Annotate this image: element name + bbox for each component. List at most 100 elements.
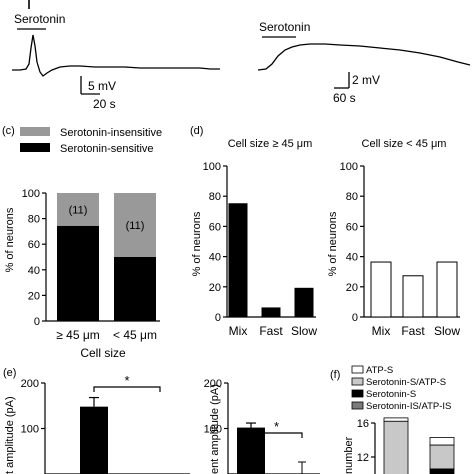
trace-panel-left: Serotonin 5 mV 20 s bbox=[12, 0, 220, 111]
bar-f2-serotonin-s-atp-s bbox=[429, 444, 455, 470]
y-tick-label-c: 100 bbox=[22, 188, 40, 200]
bar-d1-fast bbox=[261, 307, 281, 318]
bar-f2-serotonin-s bbox=[429, 468, 455, 474]
y-tick-label-d2: 20 bbox=[346, 282, 358, 294]
bar-count-label: (11) bbox=[69, 204, 88, 216]
y-tick-label-d2: 40 bbox=[346, 252, 358, 264]
bar-e1 bbox=[80, 406, 108, 474]
legend-swatch-f bbox=[351, 365, 364, 374]
y-tick-label-e2: 200 bbox=[204, 378, 222, 390]
y-tick-label-d1: 60 bbox=[209, 221, 221, 233]
y-tick-label-f: 16 bbox=[357, 418, 369, 430]
legend-label-f: Serotonin-S bbox=[366, 389, 416, 400]
y-tick-label-c: 20 bbox=[28, 290, 40, 302]
panel-d-letter: (d) bbox=[190, 125, 203, 137]
y-axis-title-d2: % of neurons bbox=[327, 211, 339, 276]
y-tick-label-e1: 100 bbox=[21, 424, 39, 436]
plot-f: 12 16 bbox=[357, 417, 455, 474]
scale-right-time: 60 s bbox=[333, 91, 356, 105]
x-tick-label-d1: Mix bbox=[229, 324, 248, 338]
trace-panel-right: Serotonin 2 mV 60 s bbox=[257, 20, 471, 105]
plot-d1: 0 20 40 60 80 100 Mix Fast Slow bbox=[203, 161, 318, 338]
significance-bracket-e1 bbox=[93, 386, 161, 392]
legend-swatch-f bbox=[351, 401, 364, 410]
y-tick-label-c: 60 bbox=[28, 239, 40, 251]
trace-left-waveform bbox=[12, 34, 220, 77]
y-tick-label-e2: 100 bbox=[204, 424, 222, 436]
x-tick-label-d1: Slow bbox=[291, 324, 317, 338]
y-tick-label-d1: 20 bbox=[209, 282, 221, 294]
trace-left-label: Serotonin bbox=[14, 12, 65, 26]
significance-marker-e2: * bbox=[274, 419, 279, 434]
bar-d1-slow bbox=[294, 287, 314, 318]
bar-d2-fast bbox=[402, 275, 424, 318]
x-tick-label-d2: Slow bbox=[434, 324, 460, 338]
y-tick-label-c: 40 bbox=[28, 265, 40, 277]
legend-label-f: Serotonin-IS/ATP-IS bbox=[366, 401, 451, 412]
panel-e: (e) t amplitude (pA) ent amplitude (pA) … bbox=[3, 367, 320, 474]
plot-e2: 100 200 * bbox=[204, 378, 320, 474]
bar-count-label: (32) bbox=[68, 268, 88, 280]
y-axis-title-d1: % of neurons bbox=[191, 211, 203, 276]
bar-f1-serotonin-s-atp-s bbox=[383, 420, 409, 474]
panel-c: (c) Serotonin-insensitive Serotonin-sens… bbox=[2, 125, 162, 360]
legend-f: ATP-SSerotonin-S/ATP-SSerotonin-SSeroton… bbox=[351, 365, 451, 412]
scale-right-voltage: 2 mV bbox=[352, 73, 380, 87]
bar-d2-mix bbox=[370, 261, 392, 318]
plot-c: 0 20 40 60 80 100 (32) (11) ≥ 45 μm (11) (11) < 45 … bbox=[22, 188, 160, 342]
chart-title-d2: Cell size < 45 μm bbox=[362, 138, 447, 150]
bar-d1-mix bbox=[228, 203, 248, 318]
legend-label-f: Serotonin-S/ATP-S bbox=[366, 377, 446, 388]
scale-left-time: 20 s bbox=[93, 97, 116, 111]
y-axis-title-e2: ent amplitude (pA) bbox=[209, 384, 221, 474]
y-tick-label-d2: 60 bbox=[346, 221, 358, 233]
x-axis-title-c: Cell size bbox=[80, 346, 126, 360]
scale-left-voltage: 5 mV bbox=[88, 79, 116, 93]
y-tick-label-c: 80 bbox=[28, 214, 40, 226]
x-tick-label-d2: Fast bbox=[401, 324, 425, 338]
bar-count-label: (11) bbox=[126, 220, 145, 232]
legend-swatch-sensitive bbox=[20, 143, 50, 152]
legend-swatch-f bbox=[351, 377, 364, 386]
y-axis-title-c: % of neurons bbox=[4, 207, 16, 272]
trace-right-label: Serotonin bbox=[259, 20, 310, 34]
plot-d2: 0 20 40 60 80 100 Mix Fast Slow bbox=[340, 161, 461, 338]
bar-c-sensitive bbox=[114, 257, 156, 321]
x-tick-label-c: < 45 μm bbox=[113, 328, 157, 342]
legend-label-insensitive: Serotonin-insensitive bbox=[60, 127, 162, 139]
bar-c-insensitive bbox=[114, 193, 156, 257]
bar-c-sensitive bbox=[57, 225, 99, 321]
y-axis-title-f: number bbox=[343, 436, 355, 474]
significance-marker-e1: * bbox=[124, 373, 129, 388]
x-tick-label-d1: Fast bbox=[259, 324, 283, 338]
panel-e-letter: (e) bbox=[3, 367, 16, 379]
x-tick-label-d2: Mix bbox=[372, 324, 391, 338]
legend-swatch-insensitive bbox=[20, 127, 50, 136]
bar-count-label: (11) bbox=[126, 284, 145, 296]
y-tick-label-d2: 80 bbox=[346, 191, 358, 203]
panel-f-letter: (f) bbox=[330, 369, 340, 381]
y-tick-label-d2: 100 bbox=[340, 161, 358, 173]
y-tick-label-d1: 100 bbox=[203, 161, 221, 173]
y-tick-label-d1: 40 bbox=[209, 252, 221, 264]
y-tick-label-e1: 200 bbox=[21, 378, 39, 390]
y-tick-label-f: 12 bbox=[357, 452, 369, 464]
y-axis-title-e1: t amplitude (pA) bbox=[4, 396, 16, 474]
panel-f: (f) ATP-SSerotonin-S/ATP-SSerotonin-SSer… bbox=[330, 365, 455, 474]
panel-c-letter: (c) bbox=[2, 125, 15, 137]
y-tick-label-d2: 0 bbox=[352, 312, 358, 324]
bar-f2-atp-s bbox=[429, 437, 455, 446]
bar-d2-slow bbox=[436, 261, 458, 318]
y-tick-label-d1: 0 bbox=[215, 312, 221, 324]
legend-swatch-f bbox=[351, 389, 364, 398]
legend-label-sensitive: Serotonin-sensitive bbox=[60, 143, 154, 155]
significance-bracket-e2 bbox=[250, 432, 303, 438]
panel-d: (d) Cell size ≥ 45 μm Cell size < 45 μm … bbox=[190, 125, 460, 338]
y-tick-label-c: 0 bbox=[34, 316, 40, 328]
trace-right-waveform bbox=[257, 43, 471, 71]
y-tick-label-d1: 80 bbox=[209, 191, 221, 203]
legend-label-f: ATP-S bbox=[366, 365, 393, 376]
x-tick-label-c: ≥ 45 μm bbox=[56, 328, 100, 342]
chart-title-d1: Cell size ≥ 45 μm bbox=[228, 138, 313, 150]
